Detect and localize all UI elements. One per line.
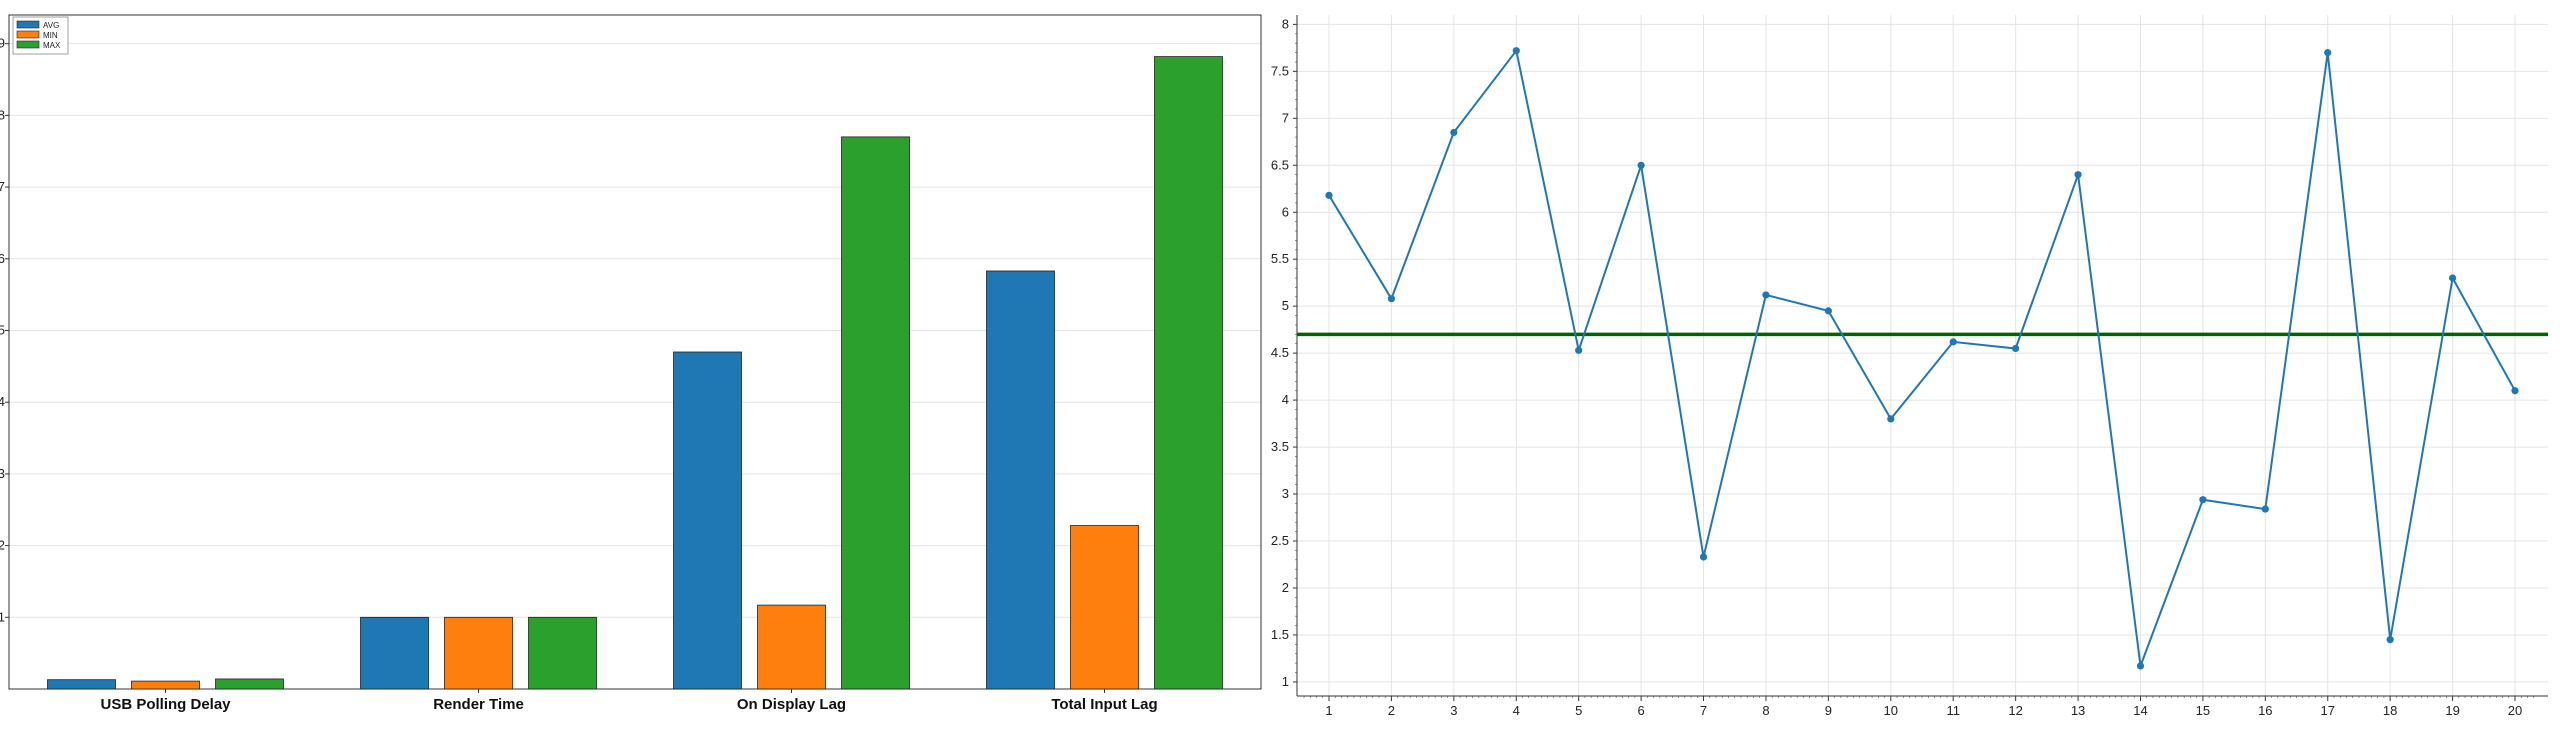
line-x-tick-label: 18	[2383, 703, 2397, 718]
line-y-tick-label: 7.5	[1271, 63, 1289, 78]
bar-y-tick-label: 6	[0, 251, 5, 266]
line-point	[1824, 307, 1832, 315]
bar-y-tick-label: 8	[0, 107, 5, 122]
line-point	[1325, 191, 1333, 199]
bar-max	[1154, 56, 1223, 690]
line-point	[2324, 48, 2332, 57]
bar-min	[757, 604, 826, 690]
line-point	[2136, 662, 2145, 670]
line-point	[2012, 344, 2020, 353]
line-x-tick-label: 19	[2445, 703, 2459, 718]
line-y-tick-label: 1	[1282, 674, 1289, 689]
line-point	[1450, 128, 1458, 137]
line-point	[1887, 415, 1895, 423]
line-point	[1762, 291, 1770, 299]
line-y-tick-label: 5	[1282, 298, 1289, 313]
line-series	[1328, 48, 2516, 667]
line-x-tick-label: 4	[1513, 703, 1520, 718]
line-y-tick-label: 6.5	[1271, 157, 1289, 172]
line-point	[2199, 496, 2207, 504]
line-y-tick-label: 6	[1282, 204, 1289, 219]
line-y-tick-label: 5.5	[1271, 251, 1289, 266]
line-y-tick-label: 2	[1282, 580, 1289, 595]
bar-avg	[673, 351, 742, 690]
line-y-tick-label: 4.5	[1271, 345, 1289, 360]
line-y-tick-label: 4	[1282, 392, 1289, 407]
bar-category-label: On Display Lag	[737, 696, 846, 713]
bar-legend-label: AVG	[43, 21, 59, 30]
bar-y-tick-label: 2	[0, 538, 5, 553]
line-y-tick-label: 7	[1282, 110, 1289, 125]
line-x-tick-label: 11	[1946, 703, 1960, 718]
bar-y-tick-label: 1	[0, 609, 5, 624]
line-x-tick-label: 3	[1450, 703, 1457, 718]
line-x-tick-label: 12	[2008, 703, 2022, 718]
line-x-tick-label: 20	[2508, 703, 2522, 718]
bar-min	[444, 616, 513, 690]
line-point	[1637, 161, 1645, 169]
line-x-tick-label: 14	[2133, 703, 2147, 718]
line-point	[2448, 274, 2457, 282]
bar-legend-label: MIN	[43, 31, 58, 40]
line-y-tick-label: 2.5	[1271, 533, 1289, 548]
line-x-tick-label: 9	[1825, 703, 1832, 718]
bar-category-label: Render Time	[433, 696, 524, 713]
line-x-tick-label: 5	[1575, 703, 1582, 718]
bar-max	[215, 678, 284, 690]
line-point	[1575, 346, 1583, 354]
line-point	[2511, 387, 2519, 395]
line-y-tick-label: 8	[1282, 16, 1289, 31]
bar-legend-label: MAX	[43, 41, 61, 50]
line-x-tick-label: 8	[1762, 703, 1769, 718]
bar-y-tick-label: 3	[0, 466, 5, 481]
line-point	[1512, 47, 1520, 55]
line-x-tick-label: 2	[1388, 703, 1395, 718]
bar-category-label: USB Polling Delay	[100, 696, 231, 713]
line-x-tick-label: 13	[2071, 703, 2085, 718]
bar-max	[528, 616, 597, 690]
line-point	[1699, 553, 1708, 561]
bar-min	[1070, 525, 1139, 690]
bar-plot-frame	[8, 14, 1262, 690]
bar-avg	[986, 270, 1055, 690]
line-point	[2386, 636, 2394, 644]
bar-max	[841, 136, 910, 690]
line-point	[2261, 505, 2269, 513]
bar-legend-swatch	[16, 30, 40, 39]
line-y-tick-label: 1.5	[1271, 627, 1289, 642]
bar-avg	[47, 679, 116, 690]
line-x-tick-label: 17	[2321, 703, 2335, 718]
bar-legend-swatch	[16, 20, 40, 29]
bar-avg	[360, 616, 429, 690]
line-x-tick-label: 16	[2258, 703, 2272, 718]
line-point	[2074, 171, 2082, 179]
line-x-tick-label: 1	[1325, 703, 1332, 718]
line-x-tick-label: 7	[1700, 703, 1707, 718]
bar-min	[131, 680, 200, 690]
line-x-tick-label: 15	[2196, 703, 2210, 718]
bar-y-tick-label: 7	[0, 179, 5, 194]
line-point	[1949, 338, 1957, 346]
line-x-tick-label: 10	[1884, 703, 1898, 718]
bar-y-tick-label: 5	[0, 322, 5, 337]
line-point	[1387, 295, 1396, 303]
line-x-tick-label: 6	[1637, 703, 1644, 718]
line-y-tick-label: 3.5	[1271, 439, 1289, 454]
bar-category-label: Total Input Lag	[1051, 696, 1157, 713]
bar-legend-swatch	[16, 40, 40, 49]
line-y-tick-label: 3	[1282, 486, 1289, 501]
bar-y-tick-label: 9	[0, 36, 5, 51]
bar-y-tick-label: 4	[0, 394, 5, 409]
